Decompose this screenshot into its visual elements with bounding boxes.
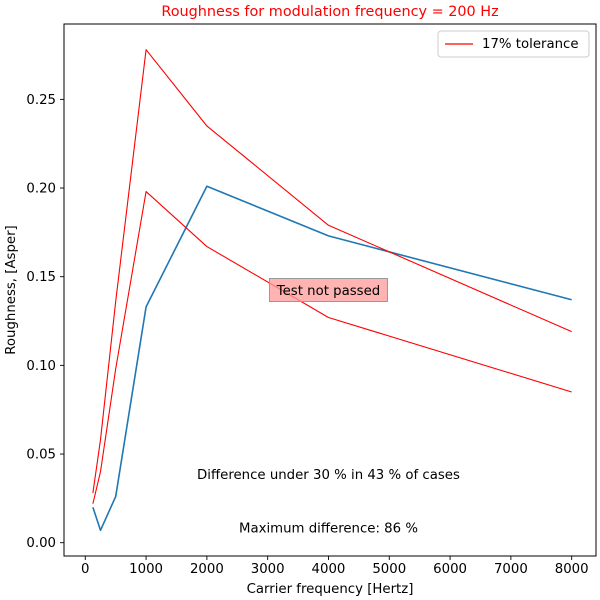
y-tick-label: 0.10 [26,359,56,374]
legend-label: 17% tolerance [482,37,579,52]
series-line-1 [92,49,572,494]
x-tick-label: 5000 [372,562,406,577]
x-tick-label: 1000 [129,562,163,577]
annotation-text-2: Maximum difference: 86 % [239,521,418,536]
y-tick-label: 0.15 [26,270,56,285]
y-tick-label: 0.25 [26,93,56,108]
annotation-text-0: Test not passed [276,284,380,299]
series-line-0 [92,185,572,532]
y-axis-label: Roughness, [Asper] [4,225,19,354]
x-tick-label: 2000 [190,562,224,577]
plot-frame [63,23,597,557]
x-tick-label: 8000 [555,562,589,577]
x-tick-label: 3000 [251,562,285,577]
legend: 17% tolerance [437,30,590,58]
y-tick-label: 0.20 [26,182,56,197]
annotation-text-1: Difference under 30 % in 43 % of cases [197,468,460,483]
x-tick-label: 4000 [312,562,346,577]
y-axis-ticks: 0.00 0.05 0.10 0.15 0.20 0.25 [26,93,64,551]
status-box [268,278,388,302]
x-tick-label: 0 [81,562,89,577]
y-tick-label: 0.05 [26,448,56,463]
x-axis-ticks: 0 1000 2000 3000 4000 5000 6000 7000 8000 [81,556,589,577]
legend-frame [437,30,590,58]
annotations: Test not passed Difference under 30 % in … [197,278,460,536]
plot-series [92,49,572,532]
x-tick-label: 6000 [433,562,467,577]
x-tick-label: 7000 [494,562,528,577]
y-tick-label: 0.00 [26,536,56,551]
x-axis-label: Carrier frequency [Hertz] [247,582,414,597]
series-line-2 [92,191,572,504]
chart-title: Roughness for modulation frequency = 200… [161,4,498,20]
